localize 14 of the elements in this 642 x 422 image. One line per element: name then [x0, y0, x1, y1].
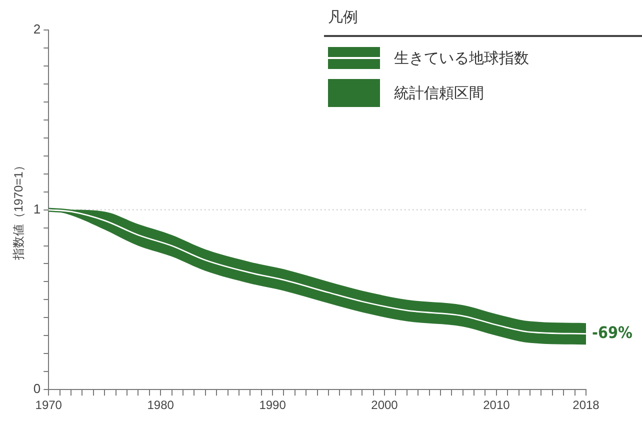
x-tick-label: 1980 [147, 398, 174, 412]
legend-title: 凡例 [324, 8, 642, 37]
annotation: -69% [592, 323, 632, 342]
y-tick-label: 1 [33, 201, 41, 216]
x-tick-label: 1990 [259, 398, 286, 412]
x-tick-label: 2018 [572, 398, 600, 412]
legend-label: 生きている地球指数 [394, 48, 529, 68]
x-tick-label: 2010 [483, 398, 510, 412]
y-tick-label: 2 [33, 22, 41, 37]
annotation: 統計信頼区間 [394, 84, 484, 102]
y-axis-title: 指数値（1970=1） [12, 160, 26, 261]
y-tick-label: 0 [33, 381, 41, 396]
x-tick-label: 1970 [35, 398, 62, 412]
x-tick-label: 2000 [371, 398, 398, 412]
